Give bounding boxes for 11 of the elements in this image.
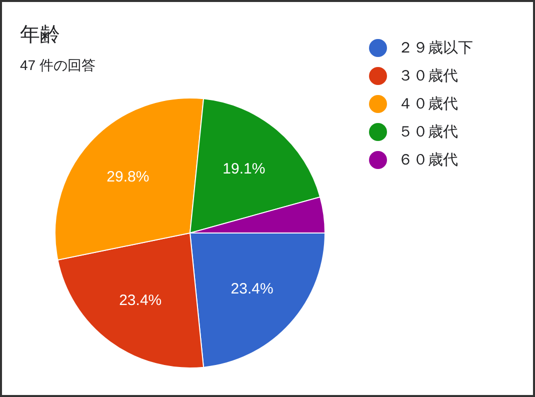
text: 47 件の回答	[20, 57, 96, 73]
legend-label: ６０歳代	[398, 152, 458, 168]
legend-label: ５０歳代	[398, 124, 458, 140]
legend-label: ２９歳以下	[398, 40, 473, 56]
data-label: 29.8%	[106, 168, 150, 186]
data-label: 19.1%	[222, 160, 266, 178]
legend-label: ３０歳代	[398, 68, 458, 84]
data-label: 23.4%	[119, 292, 162, 309]
chart-title: 年齢	[20, 24, 60, 46]
data-label: 23.4%	[230, 280, 274, 298]
legend-label: ４０歳代	[398, 96, 458, 112]
